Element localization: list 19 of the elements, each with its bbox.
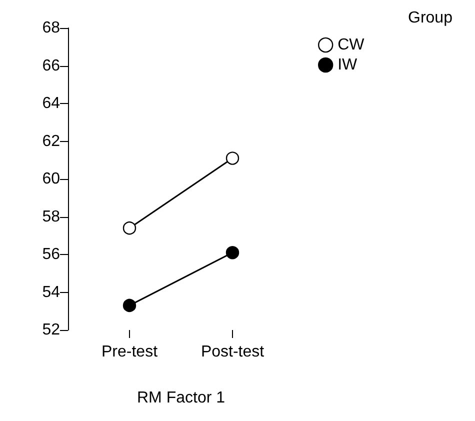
y-tick-label: 60 [42, 170, 60, 188]
x-tick-label: Post-test [200, 344, 265, 360]
y-tick-label: 66 [42, 57, 60, 74]
point [122, 221, 136, 235]
x-tick-label: Pre-test [101, 344, 158, 360]
x-axis-title: RM Factor 1 [136, 390, 226, 406]
legend-title: Group [408, 10, 453, 26]
y-tick-label: 54 [42, 284, 60, 301]
y-tick-label: 56 [42, 246, 60, 263]
y-tick-label: 52 [42, 322, 60, 338]
y-tick-label: 64 [42, 95, 60, 112]
y-tick-label: 68 [42, 20, 60, 36]
point [226, 246, 240, 260]
legend-label: IW [338, 56, 358, 74]
y-tick-label: 58 [42, 208, 60, 226]
point [226, 152, 240, 165]
point [122, 298, 136, 312]
legend-label: CW [338, 36, 366, 54]
y-tick-label: 62 [42, 132, 60, 150]
